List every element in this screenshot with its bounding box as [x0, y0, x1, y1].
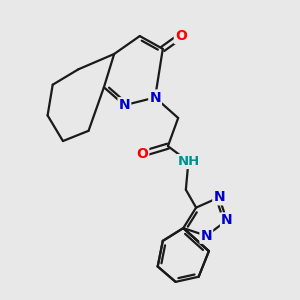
Text: NH: NH	[177, 155, 200, 168]
Text: N: N	[221, 213, 232, 227]
Text: O: O	[136, 147, 148, 161]
Text: N: N	[200, 229, 212, 243]
Text: N: N	[118, 98, 130, 112]
Text: N: N	[149, 91, 161, 104]
Text: O: O	[175, 29, 187, 43]
Text: N: N	[213, 190, 225, 204]
